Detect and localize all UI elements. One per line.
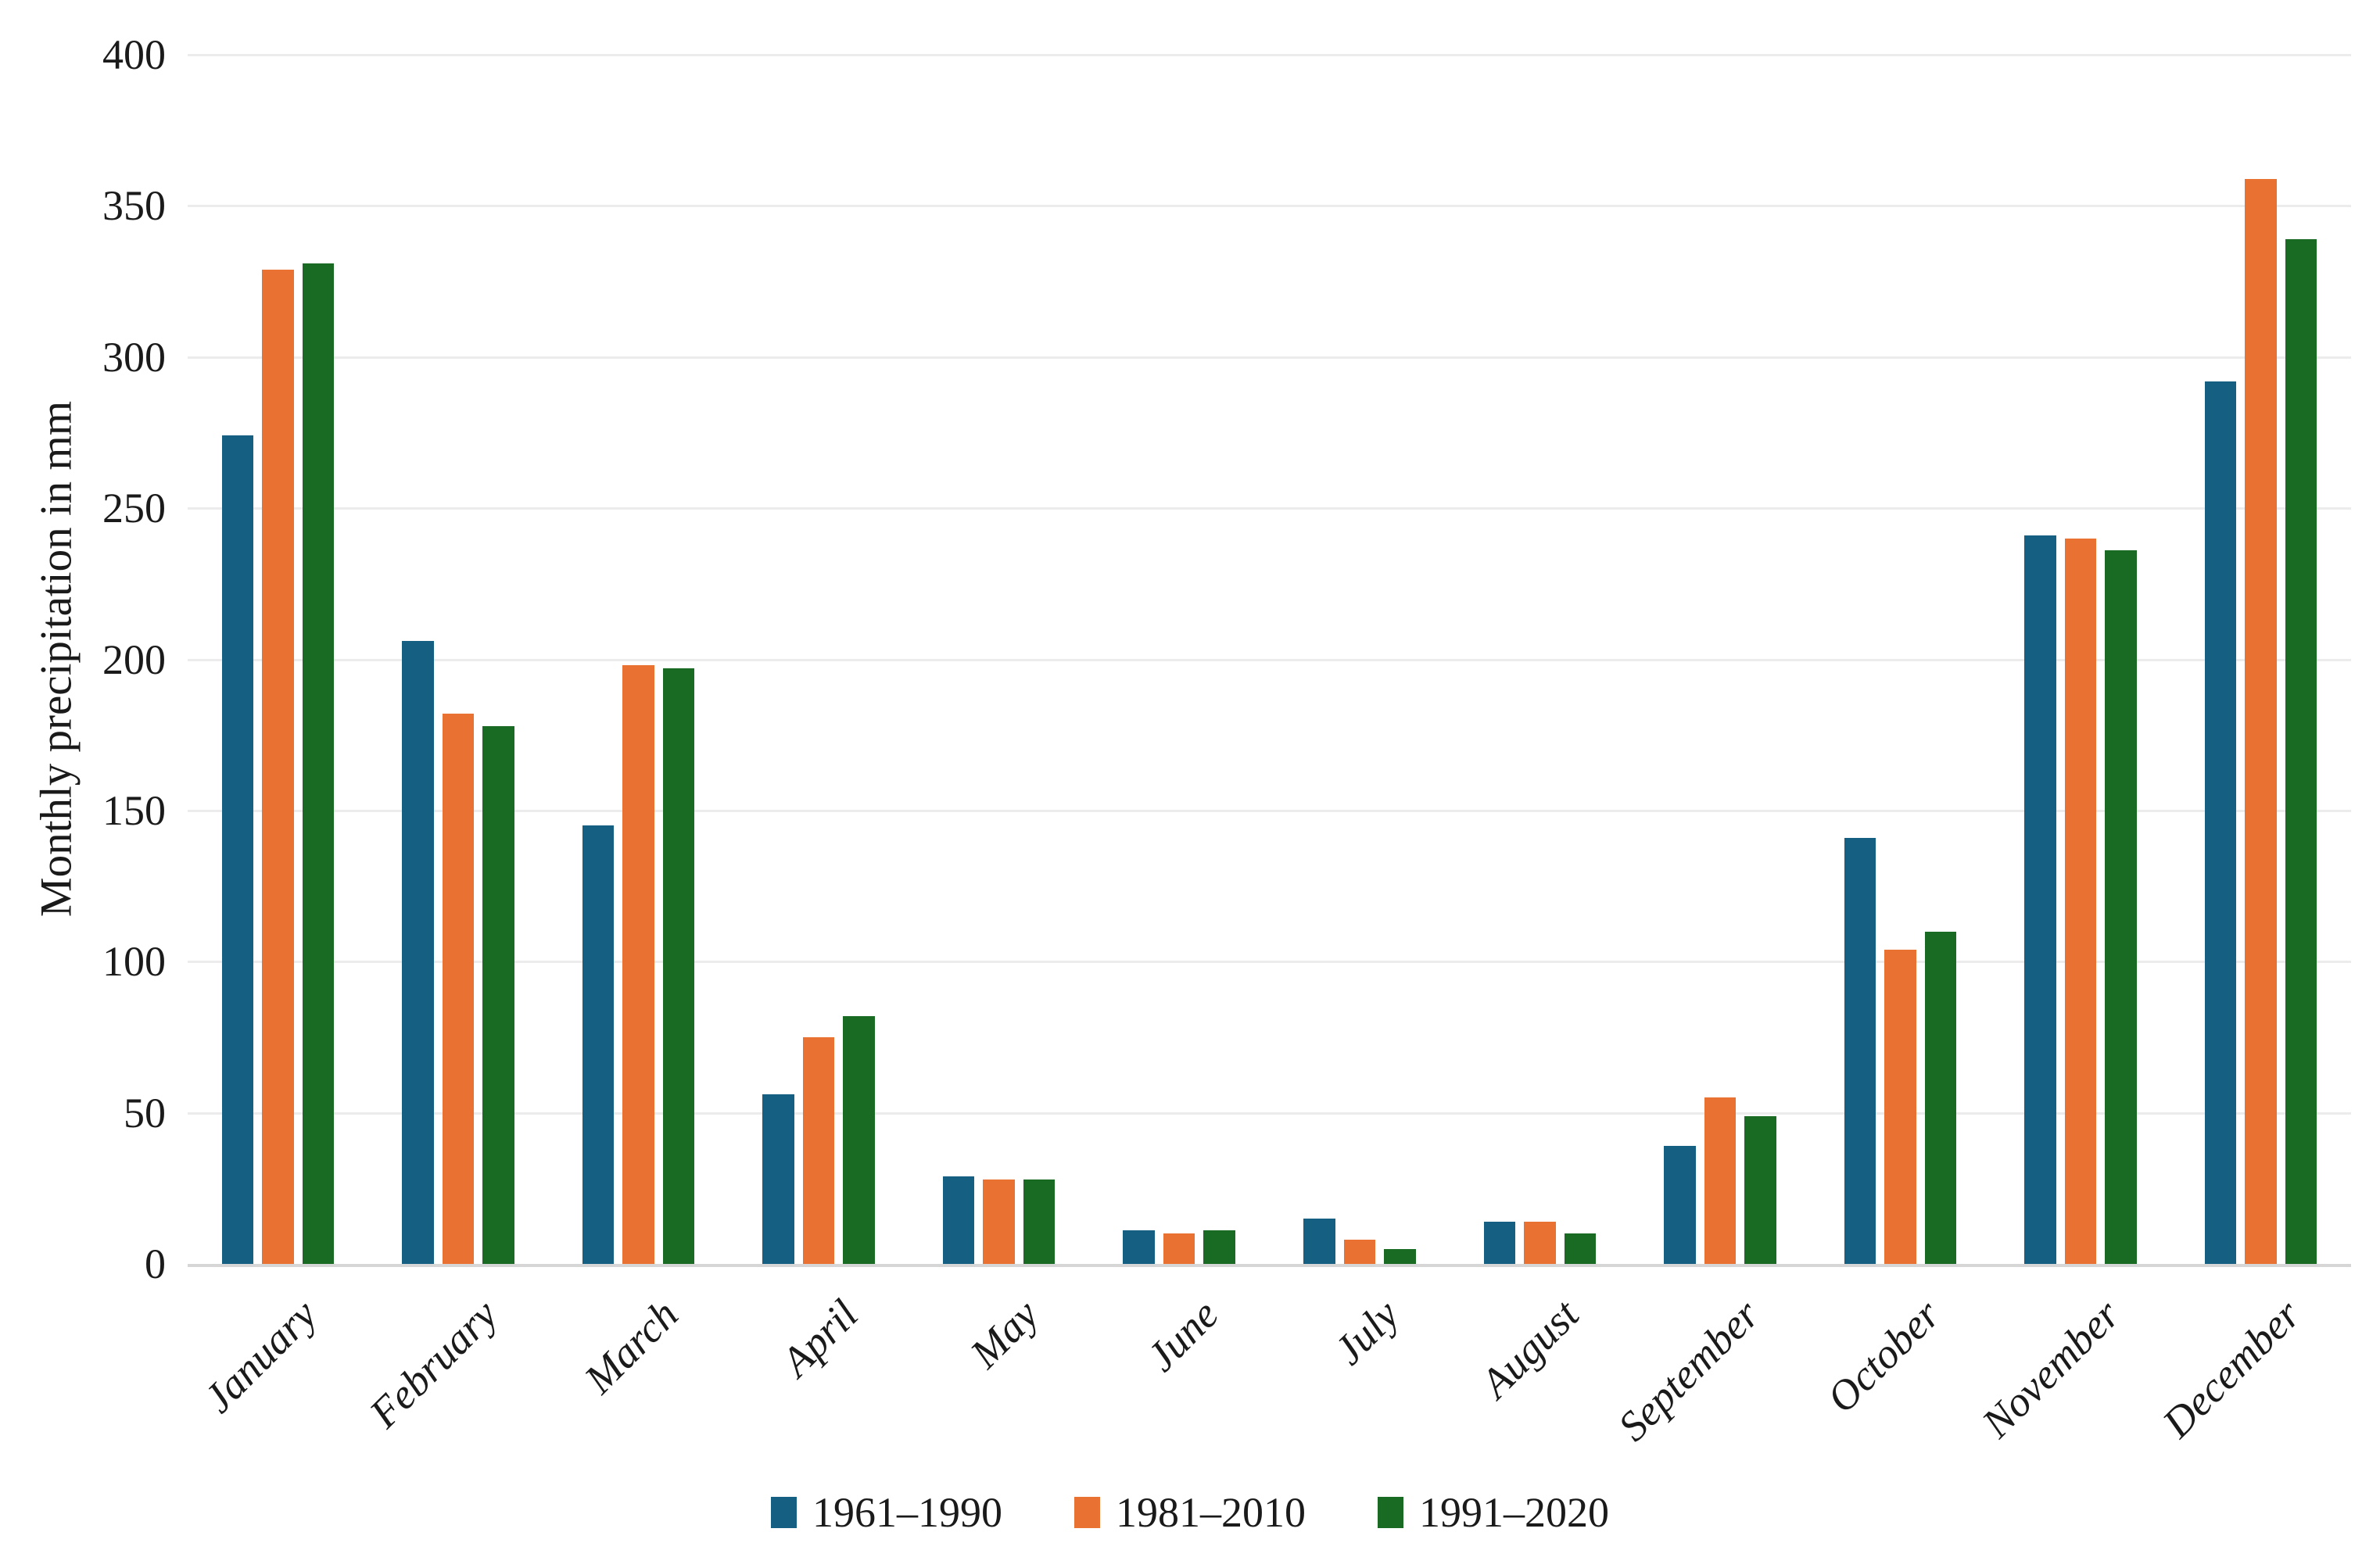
month-label: March <box>575 1290 687 1403</box>
bar-group-december <box>2170 55 2351 1264</box>
grid-line <box>188 809 2351 812</box>
x-axis-line <box>188 1264 2351 1267</box>
bar-1981-2010 <box>2064 538 2097 1264</box>
grid-line <box>188 507 2351 510</box>
legend-label: 1981–2010 <box>1116 1489 1306 1536</box>
grid-line <box>188 54 2351 56</box>
y-tick-label: 350 <box>102 182 166 230</box>
legend-swatch-icon <box>1074 1497 1100 1528</box>
month-label: February <box>360 1290 507 1437</box>
bar-1961-1990 <box>1844 837 1876 1264</box>
month-label: September <box>1609 1290 1769 1450</box>
bar-1981-2010 <box>802 1036 835 1264</box>
bar-1981-2010 <box>262 269 294 1264</box>
bar-1981-2010 <box>2245 178 2277 1264</box>
bar-1981-2010 <box>1343 1240 1376 1264</box>
bar-1961-1990 <box>582 825 615 1264</box>
bar-1981-2010 <box>442 714 475 1264</box>
legend: 1961–1990 1981–2010 1991–2020 <box>0 1491 2380 1534</box>
y-tick-label: 150 <box>102 786 166 834</box>
legend-label: 1991–2020 <box>1419 1489 1609 1536</box>
bar-1981-2010 <box>1524 1221 1556 1264</box>
bar-group-october <box>1810 55 1991 1264</box>
grid-line <box>188 205 2351 208</box>
month-label: June <box>1138 1290 1228 1380</box>
month-label: October <box>1817 1290 1949 1422</box>
bar-1991-2020 <box>482 725 514 1264</box>
plot-area <box>188 54 2351 1267</box>
month-label: January <box>195 1290 327 1422</box>
bar-group-september <box>1630 55 1811 1264</box>
bar-1961-1990 <box>402 641 434 1264</box>
bar-1991-2020 <box>2285 238 2317 1264</box>
bar-1991-2020 <box>662 668 695 1264</box>
bar-1991-2020 <box>1564 1233 1597 1264</box>
month-label: August <box>1471 1290 1589 1407</box>
bar-1961-1990 <box>2204 381 2237 1264</box>
bar-1991-2020 <box>1744 1115 1776 1264</box>
bar-1981-2010 <box>1704 1097 1737 1264</box>
bar-1981-2010 <box>983 1179 1015 1264</box>
bar-1991-2020 <box>1384 1248 1416 1264</box>
bar-1991-2020 <box>1924 931 1957 1264</box>
bar-1991-2020 <box>302 263 335 1264</box>
month-label: May <box>961 1290 1048 1377</box>
bar-1991-2020 <box>843 1015 875 1264</box>
bar-1991-2020 <box>2105 550 2137 1264</box>
month-label: April <box>772 1290 867 1386</box>
grid-line <box>188 658 2351 661</box>
legend-item: 1961–1990 <box>771 1491 1002 1534</box>
y-tick-label: 100 <box>102 938 166 986</box>
grid-line <box>188 1111 2351 1115</box>
bar-1961-1990 <box>942 1176 975 1264</box>
month-label: December <box>2153 1290 2310 1447</box>
y-tick-label: 50 <box>124 1089 166 1137</box>
y-tick-label: 0 <box>145 1240 166 1287</box>
bar-group-january <box>188 55 368 1264</box>
bar-1991-2020 <box>1023 1179 1056 1264</box>
bar-group-april <box>729 55 909 1264</box>
bar-group-july <box>1270 55 1450 1264</box>
legend-swatch-icon <box>771 1497 797 1528</box>
y-tick-label: 300 <box>102 333 166 381</box>
bar-1991-2020 <box>1203 1230 1235 1264</box>
bar-1961-1990 <box>1483 1221 1516 1264</box>
y-tick-label: 200 <box>102 635 166 683</box>
legend-item: 1991–2020 <box>1378 1491 1609 1534</box>
grid-line <box>188 356 2351 359</box>
bar-1961-1990 <box>1664 1146 1696 1264</box>
legend-item: 1981–2010 <box>1074 1491 1306 1534</box>
bar-1961-1990 <box>762 1094 794 1264</box>
y-tick-label: 400 <box>102 31 166 78</box>
bar-1981-2010 <box>1884 949 1916 1264</box>
bar-1981-2010 <box>622 665 654 1264</box>
grid-line <box>188 961 2351 964</box>
bar-group-june <box>1089 55 1270 1264</box>
bar-group-february <box>368 55 549 1264</box>
bar-1961-1990 <box>1303 1219 1335 1264</box>
bar-group-may <box>909 55 1089 1264</box>
legend-label: 1961–1990 <box>812 1489 1002 1536</box>
bar-group-november <box>1991 55 2171 1264</box>
bar-1961-1990 <box>1123 1230 1155 1264</box>
bar-1961-1990 <box>2024 535 2056 1264</box>
bar-group-march <box>548 55 729 1264</box>
bar-1981-2010 <box>1163 1233 1195 1264</box>
month-label: November <box>1973 1290 2129 1447</box>
legend-swatch-icon <box>1378 1497 1403 1528</box>
bar-group-august <box>1450 55 1630 1264</box>
y-tick-label: 250 <box>102 485 166 532</box>
month-label: July <box>1324 1290 1408 1374</box>
bar-1961-1990 <box>221 435 254 1264</box>
